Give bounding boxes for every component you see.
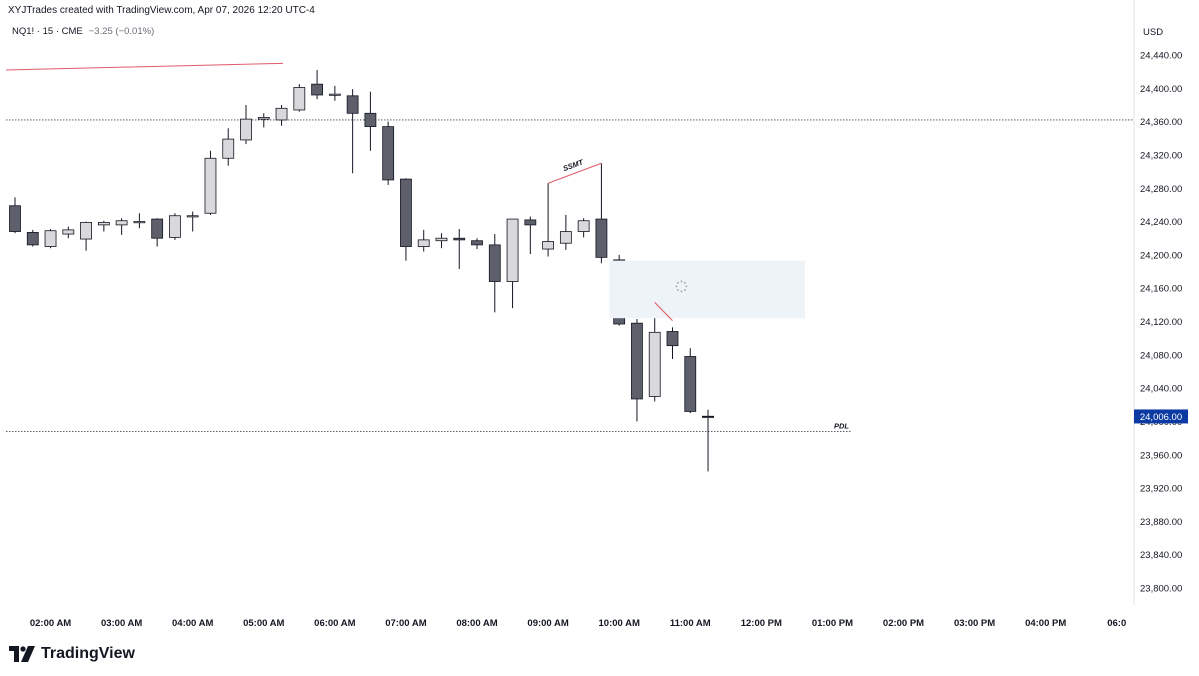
ssmt-line bbox=[654, 301, 673, 322]
y-tick-label: 24,160.00 bbox=[1140, 284, 1182, 295]
y-tick-label: 24,360.00 bbox=[1140, 117, 1182, 128]
price-change: −3.25 (−0.01%) bbox=[88, 26, 155, 37]
bear-candle-body bbox=[684, 356, 697, 412]
y-tick-label: 23,840.00 bbox=[1140, 550, 1182, 561]
pdl-label: PDL bbox=[834, 421, 849, 430]
bull-candle-body bbox=[62, 229, 75, 235]
x-tick-label: 06:0 bbox=[1107, 618, 1126, 629]
y-tick-label: 24,040.00 bbox=[1140, 384, 1182, 395]
bear-candle-body bbox=[631, 322, 643, 400]
bear-candle-body bbox=[346, 95, 359, 114]
bull-candle-body bbox=[648, 331, 661, 397]
bull-candle-body bbox=[44, 230, 57, 247]
tradingview-logo[interactable]: TradingView bbox=[9, 645, 135, 663]
bear-candle-body bbox=[26, 231, 39, 246]
y-tick-label: 24,280.00 bbox=[1140, 184, 1182, 195]
bull-candle-body bbox=[115, 220, 128, 226]
loading-dot bbox=[684, 289, 686, 291]
tradingview-logo-icon bbox=[9, 646, 35, 662]
current-price-label: 24,006.00 bbox=[1140, 412, 1182, 423]
bull-candle-body bbox=[80, 221, 92, 240]
candles bbox=[9, 69, 714, 472]
bear-candle-body bbox=[382, 126, 395, 181]
bull-candle-body bbox=[186, 215, 199, 218]
brand-name: TradingView bbox=[41, 645, 135, 662]
x-tick-label: 05:00 AM bbox=[243, 618, 284, 629]
bear-candle-body bbox=[524, 219, 537, 226]
y-tick-label: 24,080.00 bbox=[1140, 350, 1182, 361]
fvg-box bbox=[609, 260, 805, 319]
bull-candle-body bbox=[328, 93, 341, 96]
loading-dot bbox=[676, 289, 679, 291]
bull-candle-body bbox=[559, 231, 572, 244]
ssmt-line bbox=[547, 162, 602, 184]
bull-candle-body bbox=[97, 221, 110, 226]
loading-dot bbox=[680, 290, 683, 293]
x-tick-label: 08:00 AM bbox=[456, 618, 497, 629]
y-tick-label: 24,320.00 bbox=[1140, 150, 1182, 161]
symbol-label: NQ1! · 15 · CME bbox=[12, 26, 83, 37]
y-tick-label: 23,800.00 bbox=[1140, 584, 1182, 595]
y-tick-label: 23,960.00 bbox=[1140, 450, 1182, 461]
axes: USD 24,440.00 24,400.00 24,360.00 24,320.00… bbox=[30, 0, 1188, 629]
x-tick-label: 12:00 PM bbox=[741, 618, 782, 629]
y-tick-label: 23,920.00 bbox=[1140, 484, 1182, 495]
loading-dot bbox=[680, 280, 683, 283]
bull-candle-body bbox=[275, 107, 288, 121]
chart-overlays bbox=[6, 119, 1134, 432]
bear-candle-body bbox=[400, 178, 412, 247]
symbol-legend[interactable]: NQ1! · 15 · CME −3.25 (−0.01%) bbox=[12, 26, 154, 37]
y-tick-label: 23,880.00 bbox=[1140, 517, 1182, 528]
current-price-badge bbox=[1134, 409, 1188, 424]
x-tick-label: 02:00 PM bbox=[883, 618, 924, 629]
x-tick-label: 01:00 PM bbox=[812, 618, 853, 629]
y-tick-label: 24,240.00 bbox=[1140, 217, 1182, 228]
bull-candle-body bbox=[417, 239, 430, 247]
currency-label: USD bbox=[1143, 27, 1163, 38]
y-tick-label: 24,120.00 bbox=[1140, 317, 1182, 328]
x-tick-label: 10:00 AM bbox=[599, 618, 640, 629]
x-tick-label: 03:00 PM bbox=[954, 618, 995, 629]
bear-candle-body bbox=[666, 331, 679, 347]
bear-candle-body bbox=[364, 112, 377, 128]
bull-candle-body bbox=[577, 220, 590, 232]
loading-dot bbox=[684, 282, 686, 284]
x-tick-label: 07:00 AM bbox=[385, 618, 426, 629]
loading-dot bbox=[676, 282, 679, 284]
bull-candle-body bbox=[133, 221, 146, 224]
bull-candle-body bbox=[293, 87, 306, 111]
bear-candle-body bbox=[595, 218, 608, 258]
bull-candle-body bbox=[204, 157, 217, 214]
attribution-text: XYJTrades created with TradingView.com, … bbox=[8, 5, 315, 16]
bear-candle-body bbox=[9, 205, 21, 232]
x-tick-label: 09:00 AM bbox=[527, 618, 568, 629]
x-tick-label: 02:00 AM bbox=[30, 618, 71, 629]
x-tick-label: 03:00 AM bbox=[101, 618, 142, 629]
y-tick-label: 24,400.00 bbox=[1140, 84, 1182, 95]
x-tick-label: 06:00 AM bbox=[314, 618, 355, 629]
bear-candle-body bbox=[488, 244, 501, 282]
bull-candle-body bbox=[240, 118, 252, 141]
bull-candle-body bbox=[222, 138, 235, 159]
bear-candle-body bbox=[453, 237, 466, 241]
bull-candle-body bbox=[169, 215, 181, 238]
trend-line bbox=[5, 62, 284, 71]
bear-candle-body bbox=[311, 83, 323, 96]
bull-candle-body bbox=[506, 218, 519, 282]
loading-dot bbox=[685, 285, 688, 288]
x-tick-label: 11:00 AM bbox=[670, 618, 711, 629]
bull-candle-body bbox=[542, 241, 554, 250]
y-tick-label: 24,200.00 bbox=[1140, 250, 1182, 261]
x-tick-label: 04:00 AM bbox=[172, 618, 213, 629]
x-tick-label: 04:00 PM bbox=[1025, 618, 1066, 629]
bull-candle-body bbox=[435, 237, 448, 242]
bear-candle-body bbox=[471, 240, 483, 246]
bull-candle-body bbox=[257, 117, 270, 120]
bear-candle-body bbox=[151, 218, 164, 239]
y-tick-label: 24,440.00 bbox=[1140, 51, 1182, 62]
loading-dot bbox=[675, 285, 678, 288]
